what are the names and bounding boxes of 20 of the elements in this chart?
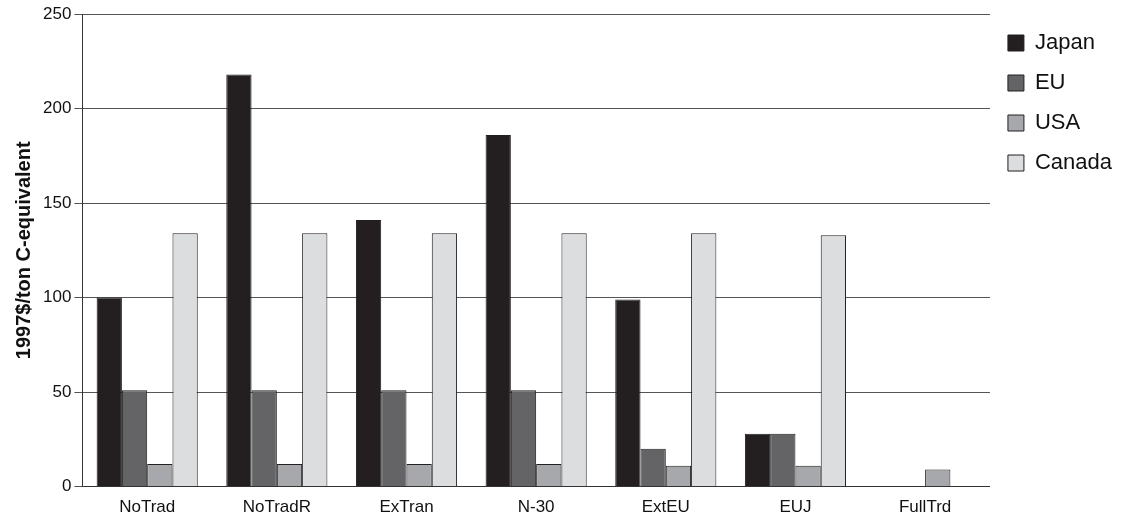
x-tick-label: FullTrd [898, 497, 952, 517]
bar [226, 74, 252, 487]
legend-label: EU [1034, 69, 1066, 95]
legend-label: USA [1034, 109, 1081, 135]
y-tick-label: 50 [52, 381, 72, 401]
y-tick-label: 250 [42, 3, 72, 23]
y-tick-label: 150 [42, 192, 72, 212]
y-tick-label: 0 [61, 476, 72, 496]
y-tick-label: 100 [42, 287, 72, 307]
x-tick-label: ExtEU [641, 497, 690, 517]
legend-label: Japan [1034, 29, 1095, 55]
x-tick-label: EUJ [779, 497, 812, 517]
legend-label: Canada [1034, 149, 1113, 175]
x-tick-label: N-30 [517, 497, 555, 517]
y-axis-title: 1997$/ton C-equivalent [11, 141, 34, 360]
x-tick-label: NoTrad [119, 497, 176, 517]
x-tick-label: NoTradR [242, 497, 312, 517]
bar [355, 220, 382, 487]
y-tick-label: 200 [42, 98, 72, 118]
x-tick-label: ExTran [379, 497, 434, 517]
